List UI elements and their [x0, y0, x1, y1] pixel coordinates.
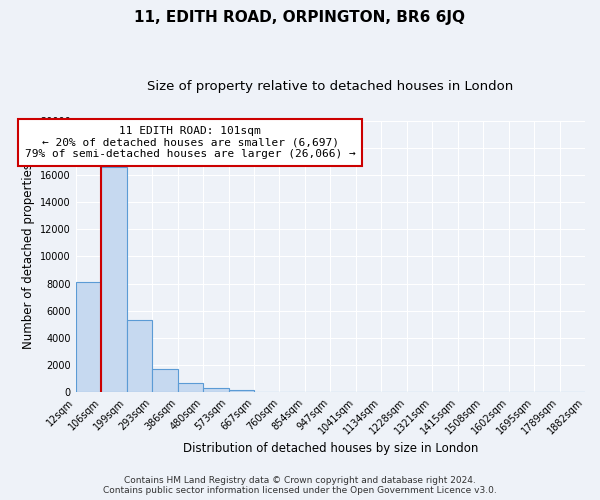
- Bar: [76, 282, 101, 393]
- Title: Size of property relative to detached houses in London: Size of property relative to detached ho…: [147, 80, 514, 93]
- Bar: [101, 167, 127, 392]
- Text: Contains HM Land Registry data © Crown copyright and database right 2024.
Contai: Contains HM Land Registry data © Crown c…: [103, 476, 497, 495]
- Bar: [152, 368, 178, 392]
- Bar: [229, 390, 254, 392]
- X-axis label: Distribution of detached houses by size in London: Distribution of detached houses by size …: [182, 442, 478, 455]
- Bar: [203, 388, 229, 392]
- Bar: [178, 383, 203, 392]
- Text: 11 EDITH ROAD: 101sqm
← 20% of detached houses are smaller (6,697)
79% of semi-d: 11 EDITH ROAD: 101sqm ← 20% of detached …: [25, 126, 356, 159]
- Text: 11, EDITH ROAD, ORPINGTON, BR6 6JQ: 11, EDITH ROAD, ORPINGTON, BR6 6JQ: [134, 10, 466, 25]
- Bar: [127, 320, 152, 392]
- Y-axis label: Number of detached properties: Number of detached properties: [22, 164, 35, 350]
